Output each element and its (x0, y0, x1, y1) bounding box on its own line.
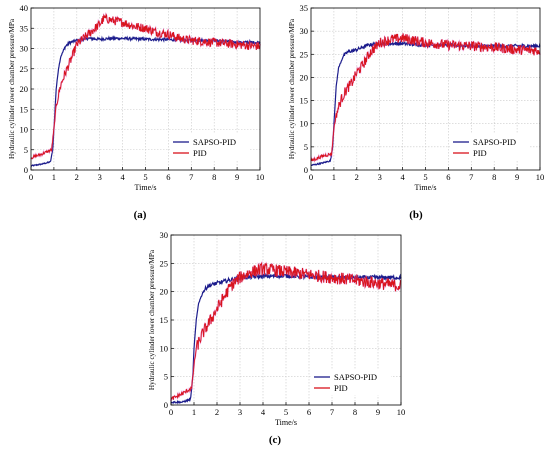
x-tick-label: 3 (238, 407, 242, 417)
y-tick-label: 20 (20, 84, 29, 94)
x-tick-label: 10 (256, 172, 265, 182)
x-tick-label: 7 (469, 172, 473, 182)
y-axis-label: Hydraulic cylinder lower chamber pressur… (148, 249, 156, 390)
x-tick-label: 1 (332, 172, 336, 182)
x-tick-label: 9 (515, 172, 519, 182)
x-tick-label: 3 (98, 172, 102, 182)
y-tick-label: 20 (300, 72, 309, 82)
y-tick-label: 30 (300, 26, 309, 36)
y-tick-label: 10 (160, 343, 169, 353)
chart-panel-3: 0 1 2 3 4 5 6 7 8 9 10 0 5 10 15 20 25 30 Time/s Hydraulic … (148, 230, 405, 446)
y-tick-label: 15 (20, 104, 29, 114)
series-line-pid (30, 13, 261, 160)
y-axis-label: Hydraulic cylinder lower chamber pressur… (288, 18, 296, 159)
series-line-pid (170, 261, 402, 402)
x-tick-label: 6 (166, 172, 170, 182)
x-tick-label: 5 (284, 407, 288, 417)
x-tick-label: 0 (309, 172, 313, 182)
y-tick-label: 0 (304, 165, 308, 175)
x-tick-label: 1 (192, 407, 196, 417)
y-tick-label: 10 (300, 119, 309, 129)
legend-label: PID (193, 148, 207, 158)
legend-box (170, 134, 250, 160)
x-tick-label: 4 (120, 172, 125, 182)
y-tick-label: 25 (300, 49, 309, 59)
y-tick-label: 0 (24, 165, 28, 175)
legend-label: SAPSO-PID (193, 137, 236, 147)
y-tick-label: 0 (164, 400, 168, 410)
legend-label: PID (334, 383, 348, 393)
x-tick-label: 8 (492, 172, 496, 182)
chart-panel-2: 0 1 2 3 4 5 6 7 8 9 10 0 5 10 15 20 25 30 35 Time/s Hydrauli… (288, 3, 544, 221)
x-axis-label: Time/s (415, 183, 437, 192)
x-tick-label: 7 (330, 407, 334, 417)
y-tick-label: 35 (300, 3, 309, 13)
x-tick-label: 3 (378, 172, 382, 182)
series-line-pid (310, 33, 541, 162)
y-tick-label: 5 (164, 372, 168, 382)
panel-label: (b) (409, 209, 423, 221)
y-tick-label: 15 (300, 96, 309, 106)
y-axis-label: Hydraulic cylinder lower chamber pressur… (8, 18, 16, 159)
y-tick-label: 5 (304, 142, 308, 152)
x-tick-label: 5 (423, 172, 427, 182)
y-tick-label: 40 (20, 3, 29, 13)
panel-label: (a) (134, 209, 147, 221)
y-tick-label: 30 (160, 230, 169, 240)
y-tick-label: 25 (20, 64, 29, 74)
series-line-sapso-pid (170, 272, 402, 405)
legend-label: SAPSO-PID (473, 137, 516, 147)
x-tick-label: 8 (353, 407, 357, 417)
x-tick-label: 1 (52, 172, 56, 182)
x-tick-label: 4 (261, 407, 266, 417)
x-axis-label: Time/s (135, 183, 157, 192)
x-tick-label: 2 (355, 172, 359, 182)
x-tick-label: 7 (189, 172, 193, 182)
x-axis-label: Time/s (275, 418, 297, 427)
legend-box (450, 134, 530, 160)
x-tick-label: 2 (75, 172, 79, 182)
legend-label: PID (473, 148, 487, 158)
y-tick-label: 20 (160, 287, 169, 297)
panel-label: (c) (269, 434, 282, 446)
x-tick-label: 0 (169, 407, 173, 417)
x-tick-label: 10 (536, 172, 545, 182)
x-tick-label: 9 (376, 407, 380, 417)
legend-label: SAPSO-PID (334, 372, 377, 382)
y-tick-label: 10 (20, 125, 29, 135)
y-tick-label: 35 (20, 23, 29, 33)
y-tick-label: 15 (160, 315, 169, 325)
y-tick-label: 5 (24, 145, 28, 155)
legend-box (311, 369, 391, 395)
y-tick-label: 25 (160, 258, 169, 268)
x-tick-label: 4 (400, 172, 405, 182)
x-tick-label: 0 (29, 172, 33, 182)
x-tick-label: 2 (215, 407, 219, 417)
x-tick-label: 9 (235, 172, 239, 182)
x-tick-label: 6 (446, 172, 450, 182)
x-tick-label: 6 (307, 407, 311, 417)
x-tick-label: 8 (212, 172, 216, 182)
x-tick-label: 10 (397, 407, 406, 417)
y-tick-label: 30 (20, 44, 29, 54)
x-tick-label: 5 (143, 172, 147, 182)
chart-panel-1: 0 1 2 3 4 5 6 7 8 9 10 0 5 10 15 20 25 30 35 40 Time/s Hydrau… (8, 3, 264, 221)
